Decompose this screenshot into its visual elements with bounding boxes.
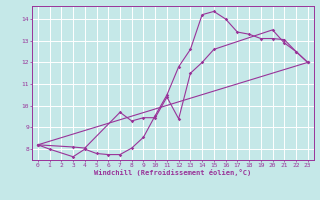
- X-axis label: Windchill (Refroidissement éolien,°C): Windchill (Refroidissement éolien,°C): [94, 169, 252, 176]
